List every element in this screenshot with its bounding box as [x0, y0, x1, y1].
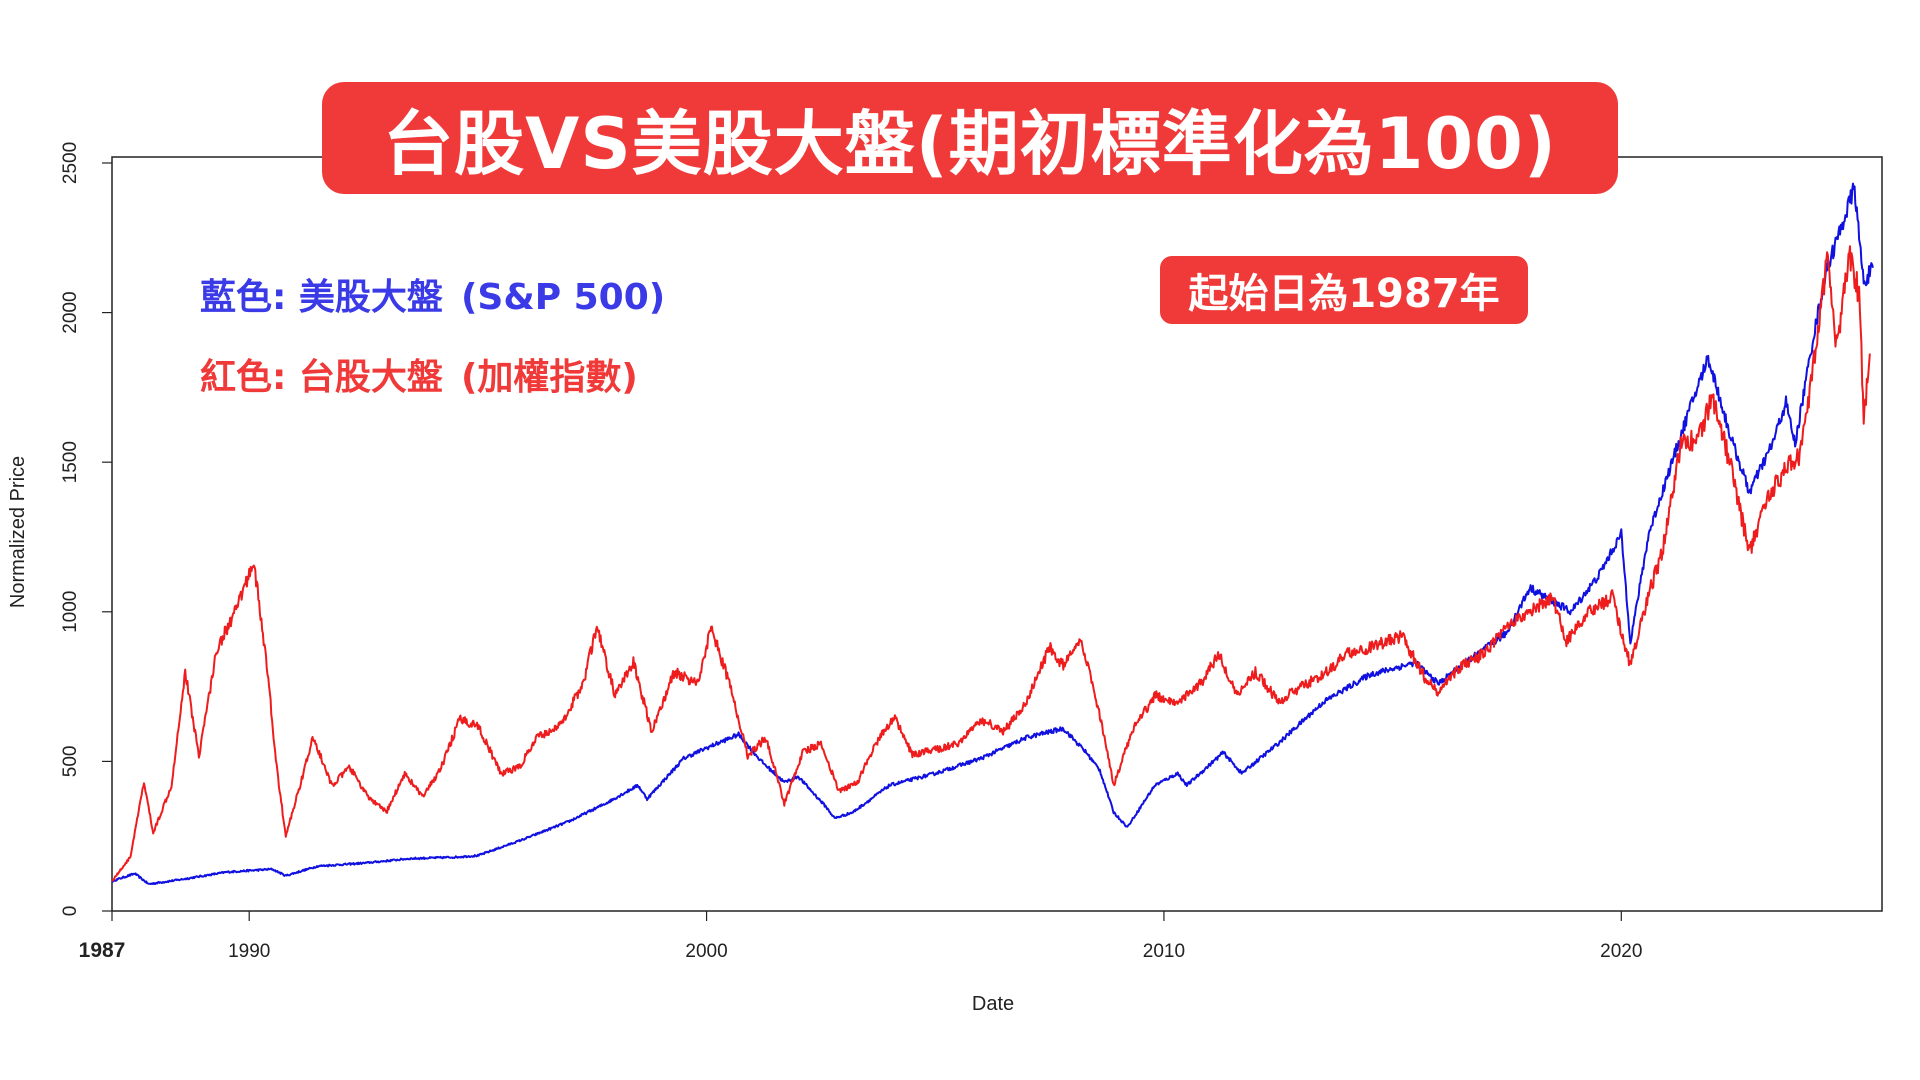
y-tick-label: 2000: [60, 291, 81, 333]
chart-title-banner: 台股VS美股大盤(期初標準化為100): [322, 82, 1618, 194]
legend-taiex-suffix: (加權指數): [460, 357, 638, 398]
chart-title: 台股VS美股大盤(期初標準化為100): [383, 102, 1557, 185]
y-axis-label: Normalized Price: [7, 456, 29, 608]
start-date-badge: 起始日為1987年: [1160, 256, 1528, 324]
y-tick-label: 500: [60, 746, 81, 778]
x-axis-label: Date: [972, 993, 1014, 1015]
legend-entry-taiex: 紅色: 台股大盤 (加權指數): [200, 348, 638, 400]
y-axis: 0 500 1000 1500 2000 2500: [60, 142, 112, 916]
start-date-note: 起始日為1987年: [1188, 271, 1500, 317]
x-tick-label: 1990: [228, 941, 270, 962]
x-tick-label: 2000: [685, 941, 727, 962]
y-tick-label: 0: [60, 906, 81, 917]
series-line-sp500: [111, 182, 1874, 885]
legend-entry-sp500: 藍色: 美股大盤 (S&P 500): [200, 268, 665, 320]
legend-sp500-suffix: (S&P 500): [460, 277, 666, 318]
y-tick-label: 1500: [60, 441, 81, 483]
legend-taiex-label: 紅色: 台股大盤: [200, 357, 443, 398]
y-tick-label: 2500: [60, 142, 81, 184]
y-tick-label: 1000: [60, 591, 81, 633]
x-tick-label: 2020: [1600, 941, 1642, 962]
series-line-taiex: [111, 245, 1871, 882]
x-tick-label: 2010: [1143, 941, 1185, 962]
x-axis: 1987 1990 2000 2010 2020: [79, 911, 1642, 962]
legend-sp500-label: 藍色: 美股大盤: [200, 277, 443, 318]
x-tick-label: 1987: [79, 939, 126, 962]
series-layer: [111, 182, 1874, 885]
